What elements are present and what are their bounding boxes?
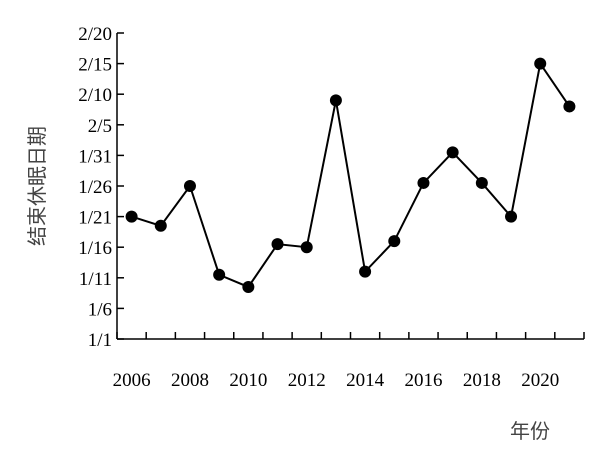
y-tick-label: 1/11: [79, 269, 112, 290]
data-point: [475, 176, 488, 189]
data-point: [213, 268, 226, 281]
y-tick-label: 1/1: [88, 330, 112, 351]
data-point: [300, 241, 313, 254]
x-tick-label: 2008: [171, 370, 209, 391]
y-tick-label: 2/5: [88, 116, 112, 137]
y-tick-label: 1/21: [78, 208, 112, 229]
data-point: [505, 210, 518, 223]
x-tick-label: 2020: [521, 370, 559, 391]
data-point: [359, 265, 372, 278]
y-tick-label: 1/6: [88, 299, 112, 320]
data-point: [563, 100, 576, 113]
y-tick-label: 1/16: [78, 238, 112, 259]
x-tick-label: 2006: [113, 370, 151, 391]
series-line: [131, 61, 571, 289]
data-point: [183, 180, 196, 192]
data-point: [329, 94, 342, 107]
data-point: [534, 57, 547, 70]
y-tick-label: 1/31: [78, 146, 112, 167]
x-ticks: 2006 2008 2010 2012 2014 2016 2018 2020: [113, 332, 585, 391]
data-point: [446, 146, 459, 159]
x-tick-label: 2012: [288, 370, 326, 391]
data-point: [154, 219, 167, 232]
y-tick-label: 2/20: [78, 24, 112, 45]
y-tick-label: 1/26: [78, 177, 112, 198]
x-axis-title: 年份: [510, 419, 550, 443]
x-tick-label: 2018: [463, 370, 501, 391]
x-tick-label: 2010: [229, 370, 267, 391]
x-tick-label: 2016: [404, 370, 442, 391]
data-point: [125, 210, 138, 223]
data-point: [271, 238, 284, 251]
data-points: [125, 57, 576, 293]
series: [131, 61, 571, 289]
x-tick-label: 2014: [346, 370, 385, 391]
y-tick-label: 2/15: [78, 55, 112, 76]
y-axis-title: 结束休眠日期: [25, 126, 49, 246]
data-point: [388, 235, 401, 248]
y-tick-label: 2/10: [78, 85, 112, 106]
y-ticks: 1/1 1/6 1/11 1/16 1/21 1/26 1/31 2/5 2/10 2/15 2/2…: [78, 24, 124, 351]
data-point: [417, 176, 430, 189]
data-point: [242, 280, 255, 293]
